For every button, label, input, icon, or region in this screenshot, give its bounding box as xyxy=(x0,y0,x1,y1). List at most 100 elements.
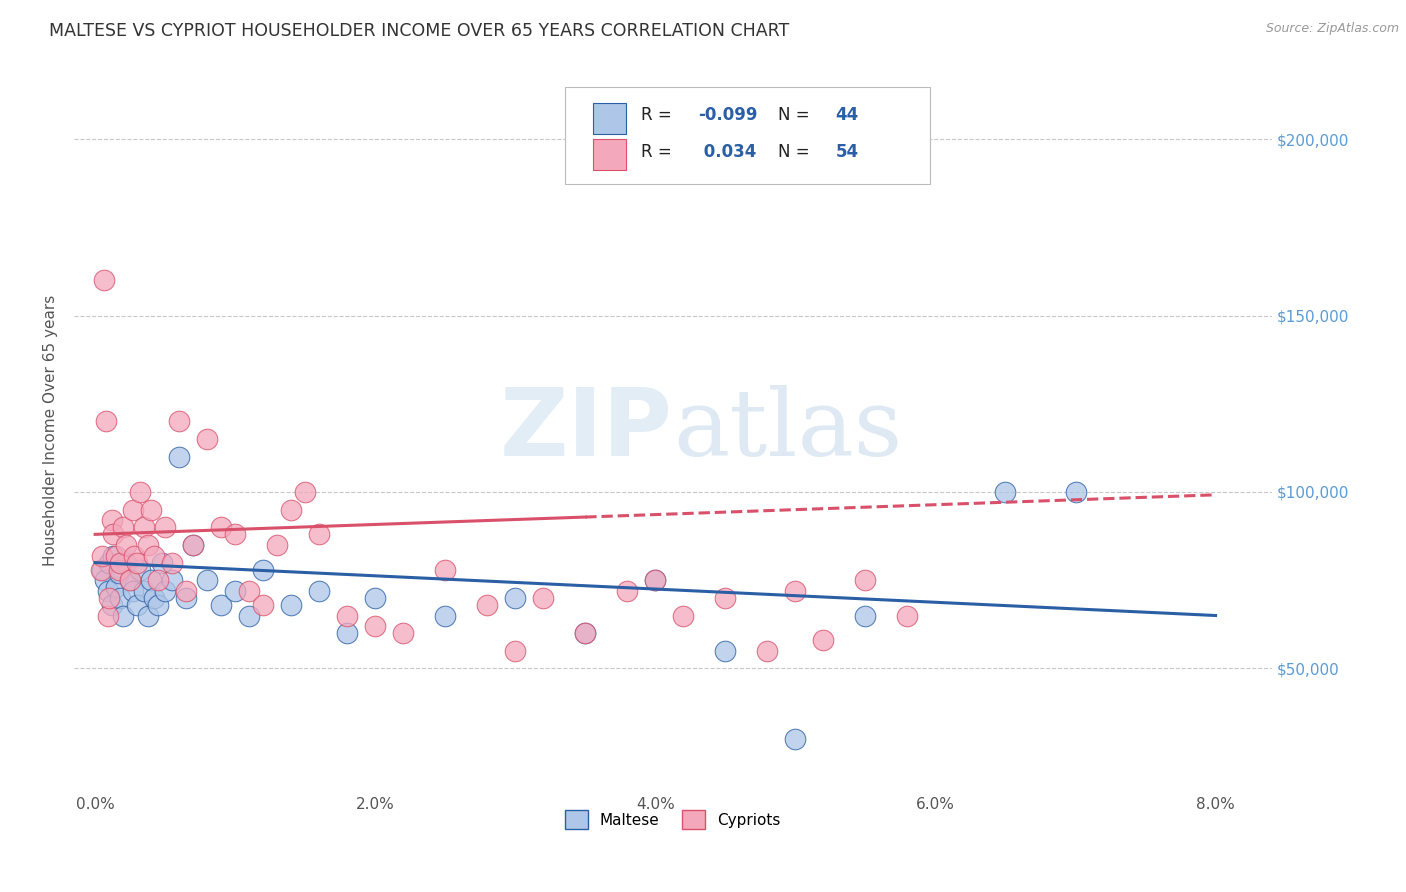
Point xyxy=(167,414,190,428)
Point xyxy=(129,485,152,500)
Text: 54: 54 xyxy=(835,143,859,161)
Point xyxy=(785,583,807,598)
Point xyxy=(160,556,183,570)
Point xyxy=(503,644,526,658)
Point xyxy=(96,414,118,428)
Point xyxy=(855,573,877,587)
Point xyxy=(139,573,162,587)
Point xyxy=(112,608,135,623)
Point xyxy=(308,527,330,541)
Point xyxy=(160,573,183,587)
Point xyxy=(574,626,596,640)
Text: N =: N = xyxy=(778,106,815,124)
Point xyxy=(167,450,190,464)
Text: 44: 44 xyxy=(835,106,859,124)
Text: atlas: atlas xyxy=(673,385,903,475)
Text: R =: R = xyxy=(641,143,676,161)
Point xyxy=(714,591,737,605)
Point xyxy=(91,563,114,577)
Point xyxy=(280,502,302,516)
Point xyxy=(93,273,115,287)
Point xyxy=(98,591,121,605)
Point xyxy=(108,563,131,577)
Point xyxy=(139,502,162,516)
Point xyxy=(136,608,159,623)
Point xyxy=(238,583,260,598)
Point xyxy=(392,626,415,640)
Point xyxy=(115,556,138,570)
Point xyxy=(1064,485,1087,500)
Point xyxy=(150,556,173,570)
Point xyxy=(129,563,152,577)
Point xyxy=(181,538,204,552)
Point xyxy=(97,608,120,623)
Point xyxy=(153,583,176,598)
Point xyxy=(434,563,457,577)
Point xyxy=(785,732,807,747)
Text: R =: R = xyxy=(641,106,676,124)
Legend: Maltese, Cypriots: Maltese, Cypriots xyxy=(558,804,787,835)
Point xyxy=(142,591,165,605)
Point xyxy=(574,626,596,640)
Point xyxy=(756,644,779,658)
Point xyxy=(110,556,132,570)
Text: MALTESE VS CYPRIOT HOUSEHOLDER INCOME OVER 65 YEARS CORRELATION CHART: MALTESE VS CYPRIOT HOUSEHOLDER INCOME OV… xyxy=(49,22,789,40)
Text: -0.099: -0.099 xyxy=(697,106,758,124)
Point xyxy=(238,608,260,623)
Point xyxy=(209,520,232,534)
Point xyxy=(336,608,359,623)
Point xyxy=(105,549,128,563)
Point xyxy=(672,608,695,623)
FancyBboxPatch shape xyxy=(565,87,931,185)
Point xyxy=(714,644,737,658)
Point xyxy=(252,598,274,612)
Point xyxy=(174,583,197,598)
Point xyxy=(120,573,142,587)
Point xyxy=(91,549,114,563)
Point xyxy=(110,591,132,605)
Point xyxy=(134,520,156,534)
Point xyxy=(364,619,387,633)
Point xyxy=(813,633,835,648)
Point xyxy=(224,583,246,598)
Point xyxy=(644,573,666,587)
Text: 0.034: 0.034 xyxy=(697,143,756,161)
Point xyxy=(134,583,156,598)
Point xyxy=(98,556,121,570)
Point xyxy=(97,583,120,598)
Point xyxy=(103,549,125,563)
Point xyxy=(142,549,165,563)
Point xyxy=(101,598,124,612)
Point xyxy=(434,608,457,623)
Point xyxy=(477,598,499,612)
Y-axis label: Householder Income Over 65 years: Householder Income Over 65 years xyxy=(44,294,58,566)
Text: N =: N = xyxy=(778,143,815,161)
Point xyxy=(112,520,135,534)
Point xyxy=(195,573,218,587)
Point xyxy=(195,432,218,446)
Bar xyxy=(592,138,626,169)
Point xyxy=(127,598,149,612)
Point xyxy=(146,573,169,587)
Point xyxy=(855,608,877,623)
Point xyxy=(136,538,159,552)
Point xyxy=(103,527,125,541)
Point xyxy=(108,566,131,581)
Point xyxy=(146,598,169,612)
Point xyxy=(336,626,359,640)
Text: ZIP: ZIP xyxy=(501,384,673,476)
Point xyxy=(120,573,142,587)
Point xyxy=(127,556,149,570)
Point xyxy=(503,591,526,605)
Point xyxy=(101,513,124,527)
Point xyxy=(181,538,204,552)
Point xyxy=(153,520,176,534)
Point xyxy=(308,583,330,598)
Point xyxy=(252,563,274,577)
Point xyxy=(644,573,666,587)
Point xyxy=(280,598,302,612)
Point xyxy=(124,549,146,563)
Point xyxy=(105,580,128,594)
Bar xyxy=(592,103,626,134)
Point xyxy=(94,573,117,587)
